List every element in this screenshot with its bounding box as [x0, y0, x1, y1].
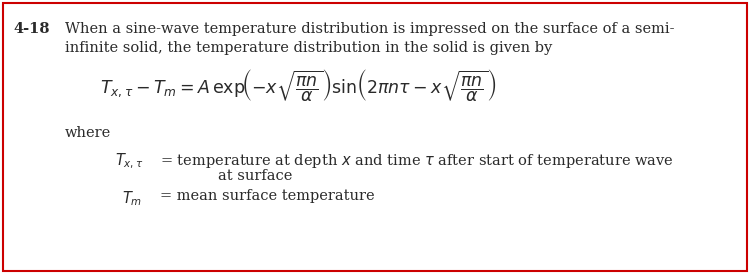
- Text: = mean surface temperature: = mean surface temperature: [160, 189, 375, 203]
- Text: When a sine-wave temperature distribution is impressed on the surface of a semi-: When a sine-wave temperature distributio…: [65, 22, 674, 36]
- Text: where: where: [65, 126, 111, 140]
- Text: $T_{x,\tau}$: $T_{x,\tau}$: [115, 152, 143, 171]
- Text: 4-18: 4-18: [13, 22, 50, 36]
- Text: $T_{x,\tau} - T_m = A\,\mathrm{exp}\!\left(-x\sqrt{\dfrac{\pi n}{\alpha}}\right): $T_{x,\tau} - T_m = A\,\mathrm{exp}\!\le…: [100, 67, 496, 104]
- Text: $T_m$: $T_m$: [122, 189, 142, 208]
- Text: = temperature at depth $x$ and time $\tau$ after start of temperature wave: = temperature at depth $x$ and time $\ta…: [160, 152, 674, 170]
- Text: infinite solid, the temperature distribution in the solid is given by: infinite solid, the temperature distribu…: [65, 41, 552, 55]
- Text: at surface: at surface: [218, 169, 292, 183]
